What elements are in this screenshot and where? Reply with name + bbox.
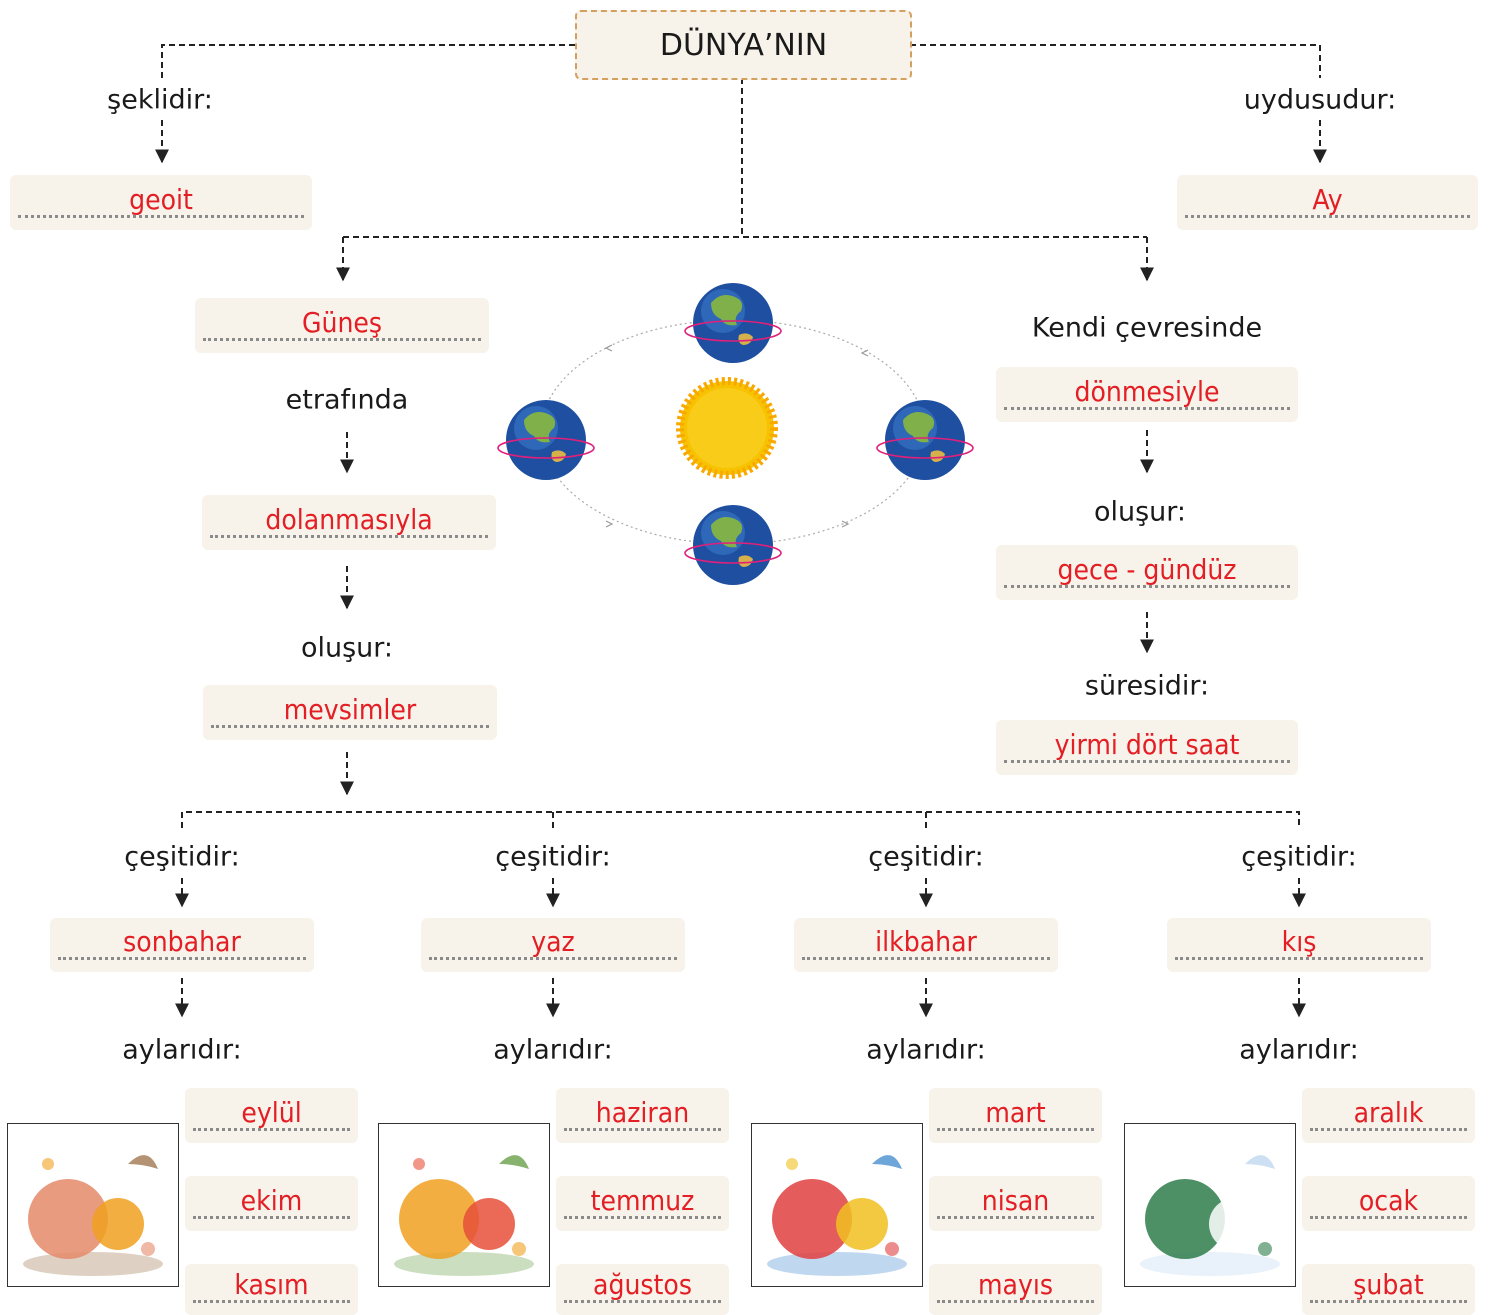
answer: mayıs <box>929 1268 1102 1301</box>
answer-box: sonbahar <box>50 918 314 972</box>
answer: ekim <box>185 1184 358 1217</box>
label: aylarıdır: <box>1239 1035 1359 1066</box>
season-picture <box>1124 1123 1296 1287</box>
label: şeklidir: <box>107 85 213 116</box>
label: aylarıdır: <box>866 1035 986 1066</box>
answer: ilkbahar <box>794 925 1058 958</box>
globe <box>685 283 781 363</box>
label: oluşur: <box>301 633 393 664</box>
globe <box>877 400 973 480</box>
answer: yaz <box>421 925 685 958</box>
answer: gece - gündüz <box>996 553 1298 586</box>
answer-box: ocak <box>1302 1176 1475 1231</box>
answer-box: temmuz <box>556 1176 729 1231</box>
answer-box: yirmi dört saat <box>996 720 1298 775</box>
answer-box: şubat <box>1302 1264 1475 1315</box>
answer: eylül <box>185 1096 358 1129</box>
answer-box: ekim <box>185 1176 358 1231</box>
season-illustration <box>379 1124 549 1286</box>
answer-box: Ay <box>1177 175 1478 230</box>
answer-box: haziran <box>556 1088 729 1143</box>
answer: haziran <box>556 1096 729 1129</box>
label: çeşitidir: <box>124 842 239 873</box>
label: aylarıdır: <box>493 1035 613 1066</box>
answer-box: Güneş <box>195 298 489 353</box>
globe <box>685 505 781 585</box>
answer: mevsimler <box>203 693 497 726</box>
answer-box: kasım <box>185 1264 358 1315</box>
answer-box: dolanmasıyla <box>202 495 496 550</box>
answer: Güneş <box>195 306 489 339</box>
answer: dönmesiyle <box>996 375 1298 408</box>
label: Kendi çevresinde <box>1032 313 1262 344</box>
answer-box: nisan <box>929 1176 1102 1231</box>
answer: mart <box>929 1096 1102 1129</box>
answer: aralık <box>1302 1096 1475 1129</box>
season-picture <box>378 1123 550 1287</box>
answer: kasım <box>185 1268 358 1301</box>
label: çeşitidir: <box>1241 842 1356 873</box>
answer-box: dönmesiyle <box>996 367 1298 422</box>
label: aylarıdır: <box>122 1035 242 1066</box>
root-node: DÜNYA’NIN <box>575 10 912 80</box>
answer: nisan <box>929 1184 1102 1217</box>
answer-box: mart <box>929 1088 1102 1143</box>
label: etrafında <box>286 385 409 416</box>
answer: sonbahar <box>50 925 314 958</box>
answer: temmuz <box>556 1184 729 1217</box>
answer: ağustos <box>556 1268 729 1301</box>
answer-box: mayıs <box>929 1264 1102 1315</box>
answer: ocak <box>1302 1184 1475 1217</box>
answer: kış <box>1167 925 1431 958</box>
answer-box: aralık <box>1302 1088 1475 1143</box>
answer: şubat <box>1302 1268 1475 1301</box>
answer: yirmi dört saat <box>996 728 1298 761</box>
season-picture <box>7 1123 179 1287</box>
page: DÜNYA’NIN şeklidir: geoit uydusudur: Ay … <box>0 0 1496 1315</box>
answer-box: gece - gündüz <box>996 545 1298 600</box>
globe <box>498 400 594 480</box>
label: oluşur: <box>1094 497 1186 528</box>
answer-box: eylül <box>185 1088 358 1143</box>
label: uydusudur: <box>1244 85 1397 116</box>
answer-box: ilkbahar <box>794 918 1058 972</box>
season-illustration <box>8 1124 178 1286</box>
answer: dolanmasıyla <box>202 503 496 536</box>
answer-box: ağustos <box>556 1264 729 1315</box>
label: çeşitidir: <box>868 842 983 873</box>
season-illustration <box>1125 1124 1295 1286</box>
answer: geoit <box>10 183 312 216</box>
season-picture <box>751 1123 923 1287</box>
answer: Ay <box>1177 183 1478 216</box>
label: çeşitidir: <box>495 842 610 873</box>
label: süresidir: <box>1085 671 1209 702</box>
season-illustration <box>752 1124 922 1286</box>
answer-box: geoit <box>10 175 312 230</box>
answer-box: mevsimler <box>203 685 497 740</box>
answer-box: yaz <box>421 918 685 972</box>
answer-box: kış <box>1167 918 1431 972</box>
